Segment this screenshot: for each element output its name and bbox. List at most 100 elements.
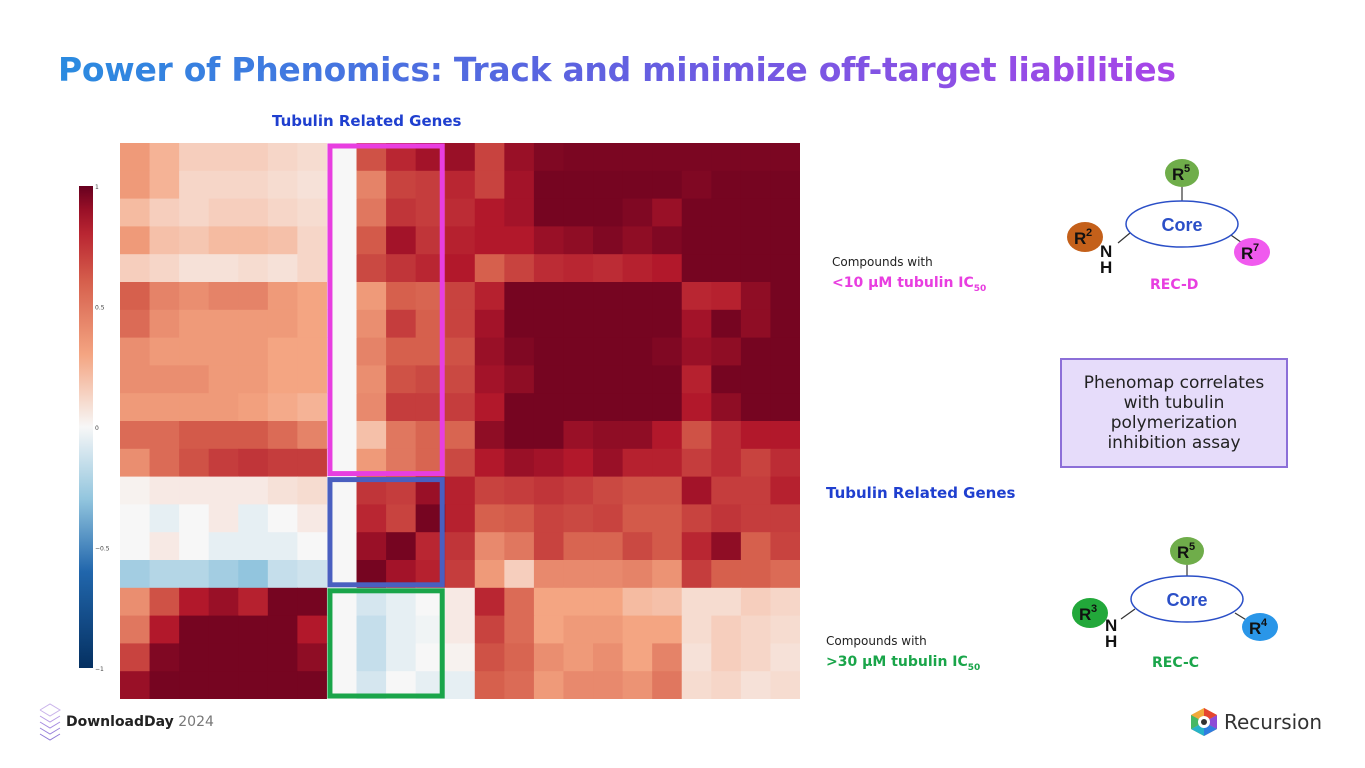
heatmap-cell <box>474 309 505 339</box>
heatmap-cell <box>533 504 565 533</box>
heatmap-cell <box>652 282 683 311</box>
heatmap-cell <box>770 476 800 505</box>
heatmap-cell <box>740 365 772 394</box>
heatmap-cell <box>474 448 505 478</box>
heatmap-cell <box>120 365 151 394</box>
heatmap-cell <box>445 365 476 394</box>
heatmap-cell <box>267 476 298 505</box>
heatmap-cell <box>593 282 624 311</box>
heatmap-cell <box>208 282 239 311</box>
heatmap-cell <box>297 170 328 200</box>
heatmap-cell <box>711 560 742 589</box>
heatmap-cell <box>120 560 151 589</box>
heatmap-cell <box>238 587 269 617</box>
colorbar-gradient <box>79 186 93 668</box>
heatmap-cell <box>149 365 180 394</box>
heatmap-cell <box>208 198 239 227</box>
heatmap-cell <box>593 393 624 422</box>
heatmap-cell <box>681 143 712 172</box>
downloadday-name: DownloadDay <box>66 714 174 730</box>
heatmap-cell <box>681 198 712 227</box>
heatmap-cell <box>622 532 653 561</box>
heatmap-cell <box>267 448 298 478</box>
heatmap-cell <box>445 615 476 644</box>
heatmap-cell <box>474 587 505 617</box>
heatmap-cell <box>208 643 239 672</box>
heatmap-cell <box>474 560 505 589</box>
heatmap-cell <box>238 143 269 172</box>
heatmap-cell <box>740 254 772 283</box>
heatmap-cell <box>770 532 800 561</box>
heatmap-cell <box>474 615 505 644</box>
heatmap-cell <box>474 170 505 200</box>
heatmap-cell <box>297 476 328 505</box>
compounds-note-bottom: Compounds with <box>826 634 927 648</box>
heatmap-cell <box>504 337 535 366</box>
heatmap-cell <box>386 532 417 561</box>
heatmap-cell <box>386 421 417 450</box>
heatmap-cell <box>149 254 180 283</box>
heatmap-cell <box>770 671 800 699</box>
heatmap-cell <box>297 309 328 339</box>
heatmap-cell <box>770 393 800 422</box>
heatmap-cell <box>208 226 239 255</box>
heatmap-cell <box>445 198 476 227</box>
heatmap-cell <box>149 615 180 644</box>
heatmap-cell <box>267 170 298 200</box>
heatmap-cell <box>740 421 772 450</box>
heatmap-cell <box>179 365 210 394</box>
r3-substituent <box>1072 598 1108 628</box>
heatmap-cell <box>238 309 269 339</box>
heatmap-cell <box>711 254 742 283</box>
heatmap-cell <box>474 671 505 699</box>
heatmap-cell <box>120 282 151 311</box>
heatmap-cell <box>504 504 535 533</box>
heatmap-cell <box>120 587 151 617</box>
heatmap-cell <box>149 170 180 200</box>
heatmap-cell <box>622 309 653 339</box>
heatmap-cell <box>593 615 624 644</box>
ic50-threshold-bottom: >30 µM tubulin IC50 <box>826 654 980 673</box>
heatmap-cell <box>504 365 535 394</box>
heatmap-cell <box>740 643 772 672</box>
heatmap-cell <box>386 365 417 394</box>
r5-substituent <box>1170 537 1204 565</box>
heatmap-cell <box>238 170 269 200</box>
heatmap-cell <box>681 282 712 311</box>
heatmap-cell <box>563 170 594 200</box>
heatmap-cell <box>386 615 417 644</box>
heatmap-cell <box>356 337 387 366</box>
heatmap-cell <box>474 198 505 227</box>
heatmap-cell <box>563 615 594 644</box>
heatmap-cell <box>740 560 772 589</box>
heatmap-cell <box>386 198 417 227</box>
compounds-note-top: Compounds with <box>832 255 933 269</box>
heatmap-cell <box>149 393 180 422</box>
nh-n: N <box>1105 616 1117 635</box>
heatmap-cell <box>208 504 239 533</box>
heatmap-cell <box>533 476 565 505</box>
heatmap-cell <box>770 643 800 672</box>
heatmap-cell <box>149 421 180 450</box>
heatmap-cell <box>179 587 210 617</box>
heatmap-cell <box>563 448 594 478</box>
heatmap-cell <box>681 615 712 644</box>
heatmap-cell <box>652 143 683 172</box>
heatmap-cell <box>356 170 387 200</box>
heatmap-cell <box>711 532 742 561</box>
heatmap-cell <box>208 532 239 561</box>
heatmap-cell <box>474 532 505 561</box>
heatmap-cell <box>356 282 387 311</box>
heatmap-cell <box>533 671 565 699</box>
heatmap-cell <box>593 476 624 505</box>
heatmap-cell <box>179 504 210 533</box>
heatmap-cell <box>445 532 476 561</box>
heatmap-cell <box>681 476 712 505</box>
heatmap-cell <box>474 254 505 283</box>
heatmap-cell <box>533 337 565 366</box>
heatmap-cell <box>120 254 151 283</box>
heatmap-cell <box>445 226 476 255</box>
heatmap-cell <box>652 254 683 283</box>
heatmap-cell <box>740 282 772 311</box>
recursion-wordmark: Recursion <box>1224 710 1323 734</box>
